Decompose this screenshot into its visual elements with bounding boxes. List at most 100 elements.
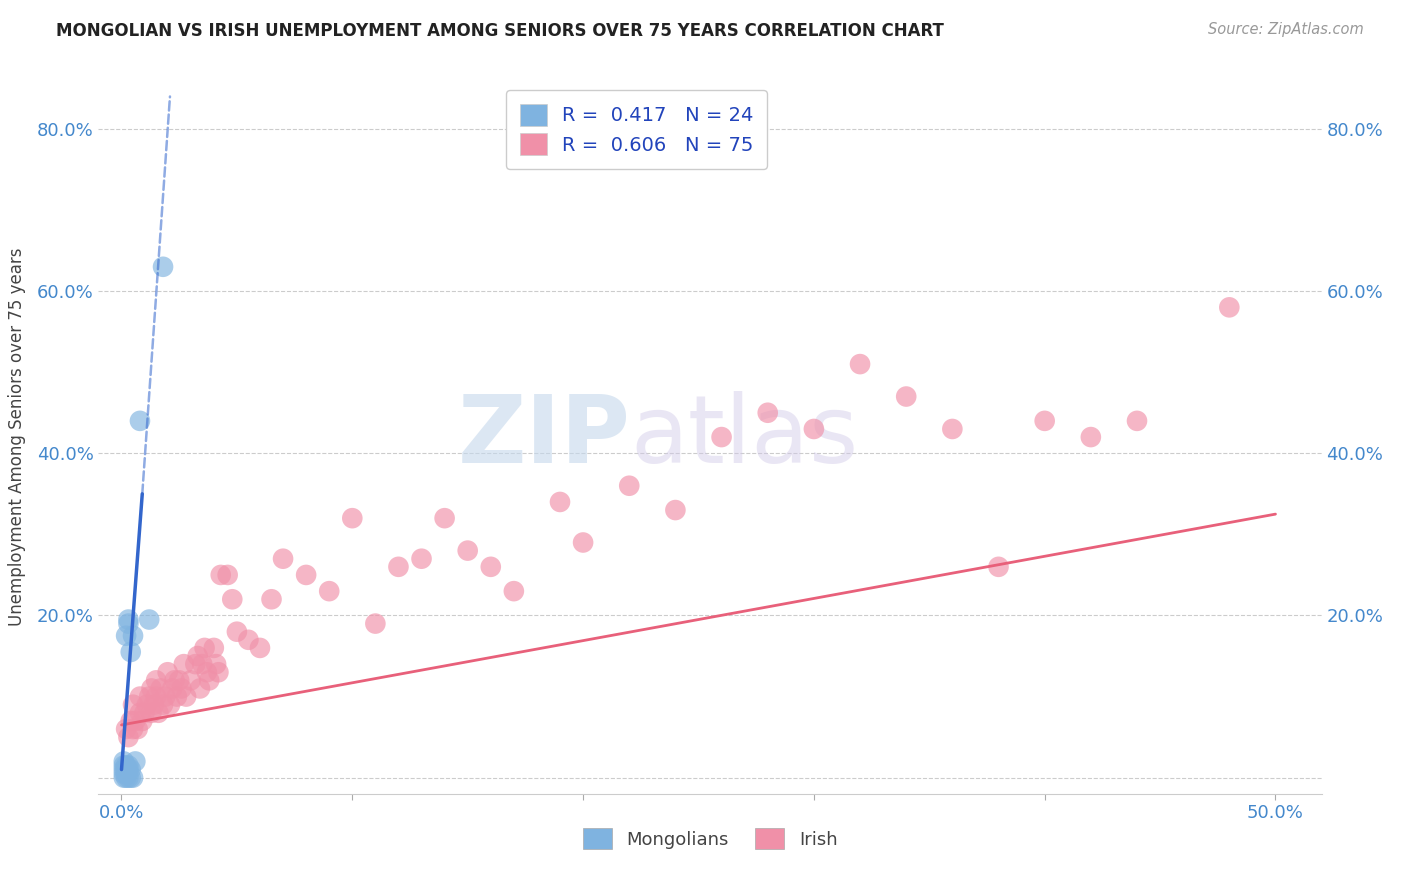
Point xyxy=(124,714,146,728)
Point xyxy=(433,511,456,525)
Point xyxy=(112,766,135,780)
Point xyxy=(145,673,167,688)
Point xyxy=(117,730,139,744)
Point xyxy=(184,657,207,672)
Point xyxy=(138,613,160,627)
Point xyxy=(174,690,197,704)
Point xyxy=(221,592,243,607)
Point xyxy=(195,665,218,680)
Point xyxy=(141,681,163,696)
Point xyxy=(134,706,156,720)
Point xyxy=(619,479,641,493)
Point xyxy=(112,755,135,769)
Point xyxy=(163,673,186,688)
Point xyxy=(112,763,135,777)
Point xyxy=(260,592,283,607)
Point xyxy=(129,414,152,428)
Point xyxy=(117,771,139,785)
Point xyxy=(112,758,135,772)
Point xyxy=(1218,301,1240,315)
Point xyxy=(295,568,318,582)
Point xyxy=(188,681,211,696)
Point xyxy=(207,665,229,680)
Point xyxy=(117,616,139,631)
Point xyxy=(364,616,387,631)
Point xyxy=(122,629,145,643)
Point xyxy=(479,559,502,574)
Point xyxy=(271,551,294,566)
Point xyxy=(1080,430,1102,444)
Point xyxy=(198,673,221,688)
Point xyxy=(167,673,190,688)
Point xyxy=(191,657,214,672)
Point xyxy=(217,568,239,582)
Point xyxy=(342,511,364,525)
Point xyxy=(225,624,247,639)
Point xyxy=(710,430,733,444)
Legend: Mongolians, Irish: Mongolians, Irish xyxy=(575,821,845,856)
Point xyxy=(156,665,179,680)
Point xyxy=(115,763,138,777)
Point xyxy=(120,763,142,777)
Point xyxy=(318,584,340,599)
Point xyxy=(152,698,174,712)
Point xyxy=(131,714,153,728)
Point xyxy=(896,390,918,404)
Point xyxy=(115,722,138,736)
Point xyxy=(162,681,184,696)
Point xyxy=(173,657,195,672)
Point xyxy=(124,755,146,769)
Point xyxy=(664,503,686,517)
Point xyxy=(122,771,145,785)
Point xyxy=(152,260,174,274)
Point xyxy=(987,559,1010,574)
Point xyxy=(572,535,595,549)
Point xyxy=(159,698,181,712)
Point xyxy=(138,690,160,704)
Point xyxy=(112,771,135,785)
Text: atlas: atlas xyxy=(630,391,859,483)
Point xyxy=(1033,414,1056,428)
Point xyxy=(187,648,209,663)
Point xyxy=(1126,414,1149,428)
Point xyxy=(387,559,409,574)
Point xyxy=(941,422,963,436)
Point xyxy=(411,551,433,566)
Point xyxy=(155,690,177,704)
Point xyxy=(202,640,225,655)
Point xyxy=(120,771,142,785)
Text: MONGOLIAN VS IRISH UNEMPLOYMENT AMONG SENIORS OVER 75 YEARS CORRELATION CHART: MONGOLIAN VS IRISH UNEMPLOYMENT AMONG SE… xyxy=(56,22,943,40)
Point xyxy=(166,690,188,704)
Point xyxy=(120,645,142,659)
Point xyxy=(170,681,193,696)
Point xyxy=(120,714,142,728)
Text: Source: ZipAtlas.com: Source: ZipAtlas.com xyxy=(1208,22,1364,37)
Point xyxy=(129,706,152,720)
Y-axis label: Unemployment Among Seniors over 75 years: Unemployment Among Seniors over 75 years xyxy=(7,248,25,626)
Text: ZIP: ZIP xyxy=(457,391,630,483)
Point xyxy=(115,629,138,643)
Point xyxy=(148,706,170,720)
Point xyxy=(129,690,152,704)
Point xyxy=(548,495,571,509)
Point xyxy=(149,681,172,696)
Point xyxy=(122,722,145,736)
Point xyxy=(135,698,157,712)
Point xyxy=(142,698,165,712)
Point xyxy=(117,763,139,777)
Point xyxy=(209,568,232,582)
Point xyxy=(145,690,167,704)
Point xyxy=(849,357,872,371)
Point xyxy=(117,758,139,772)
Point xyxy=(756,406,779,420)
Point xyxy=(115,758,138,772)
Point xyxy=(115,766,138,780)
Point xyxy=(141,706,163,720)
Point xyxy=(457,543,479,558)
Point xyxy=(180,673,202,688)
Point xyxy=(205,657,228,672)
Point xyxy=(117,613,139,627)
Point xyxy=(115,771,138,785)
Point xyxy=(803,422,825,436)
Point xyxy=(127,722,149,736)
